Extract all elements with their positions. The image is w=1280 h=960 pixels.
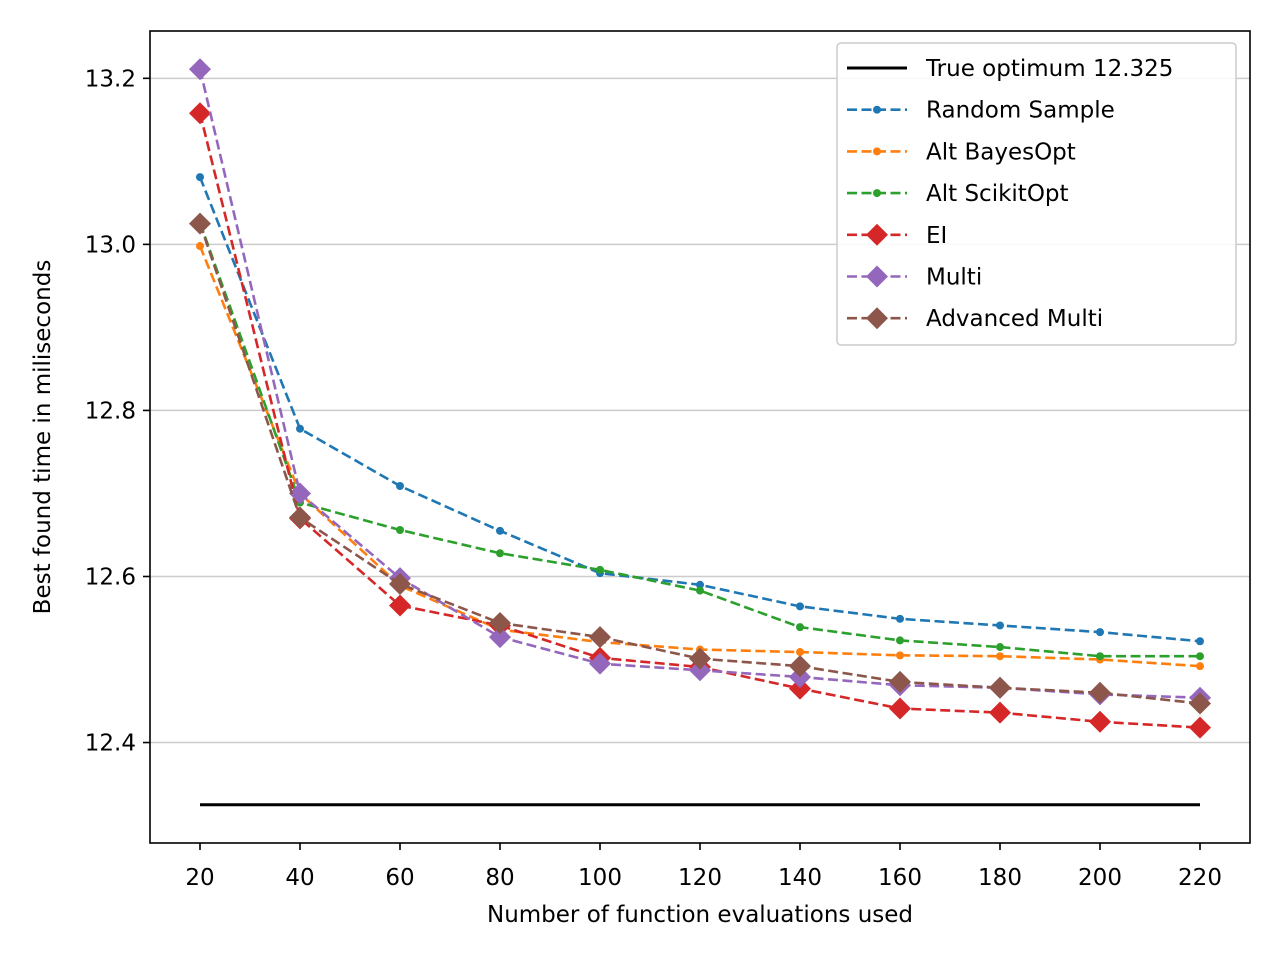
legend-item-advanced-multi: Advanced Multi: [847, 306, 1103, 332]
data-point: [996, 643, 1004, 652]
data-point: [1196, 662, 1204, 671]
data-point: [889, 697, 911, 720]
legend-label: True optimum 12.325: [925, 56, 1173, 82]
y-tick-label: 13.2: [85, 66, 136, 92]
data-point: [789, 677, 811, 700]
legend-swatch-marker: [866, 265, 888, 288]
data-point: [289, 506, 311, 529]
data-point: [1089, 681, 1111, 704]
x-tick-label: 140: [778, 865, 822, 891]
y-axis-label: Best found time in miliseconds: [30, 260, 56, 615]
data-point: [1189, 692, 1211, 715]
data-point: [296, 424, 304, 433]
legend-swatch-marker: [873, 147, 881, 156]
data-point: [796, 623, 804, 632]
data-point: [396, 481, 404, 490]
data-point: [596, 565, 604, 574]
series-line: [198, 222, 1200, 658]
data-point: [989, 676, 1011, 699]
data-point: [1189, 716, 1211, 739]
data-point: [1096, 628, 1104, 637]
x-tick-label: 80: [485, 865, 514, 891]
data-point: [489, 611, 511, 634]
data-point: [896, 614, 904, 623]
data-point: [196, 173, 204, 182]
data-point: [896, 651, 904, 660]
legend-item-ei: EI: [847, 223, 947, 249]
data-point: [689, 647, 711, 670]
data-point: [796, 648, 804, 657]
data-point: [889, 670, 911, 693]
y-tick-label: 13.0: [85, 232, 136, 258]
data-point: [389, 572, 411, 595]
legend-swatch-marker: [866, 307, 888, 330]
data-point: [189, 102, 211, 125]
data-point: [389, 594, 411, 617]
data-point: [1089, 710, 1111, 733]
data-point: [196, 242, 204, 251]
x-tick-label: 40: [285, 865, 314, 891]
legend-swatch-marker: [873, 189, 881, 198]
data-point: [796, 602, 804, 611]
legend-item-multi: Multi: [847, 265, 982, 291]
data-point: [696, 586, 704, 595]
data-point: [589, 626, 611, 649]
legend-label: Alt ScikitOpt: [926, 181, 1069, 207]
data-point: [996, 652, 1004, 661]
legend: True optimum 12.325 Random Sample Alt Baye…: [836, 42, 1237, 346]
x-tick-label: 160: [878, 865, 922, 891]
x-tick-label: 180: [978, 865, 1022, 891]
legend-item-random-sample: Random Sample: [847, 98, 1115, 124]
data-point: [1196, 637, 1204, 646]
data-point: [689, 659, 711, 682]
data-point: [989, 701, 1011, 724]
x-axis-label: Number of function evaluations used: [487, 902, 913, 928]
legend-label: Alt BayesOpt: [926, 139, 1076, 165]
data-point: [1196, 652, 1204, 661]
series-advanced-multi: [189, 212, 1211, 715]
legend-item-true-optimum-12-325: True optimum 12.325: [847, 56, 1173, 82]
y-tick-label: 12.6: [85, 564, 136, 590]
x-tick-label: 200: [1078, 865, 1122, 891]
legend-box: [836, 42, 1237, 346]
x-tick-label: 120: [678, 865, 722, 891]
x-tick-label: 20: [185, 865, 214, 891]
axes: 12.4 12.6 12.8 13.0 13.2 20 40 60 80 100 120 140 160…: [85, 66, 1222, 891]
data-point: [996, 621, 1004, 630]
series-layer: [189, 58, 1211, 807]
legend-swatch-marker: [866, 223, 888, 246]
x-tick-label: 100: [578, 865, 622, 891]
legend-label: Advanced Multi: [926, 306, 1103, 332]
data-point: [489, 626, 511, 649]
x-tick-label: 220: [1178, 865, 1222, 891]
data-point: [189, 58, 211, 81]
legend-label: Random Sample: [926, 98, 1115, 124]
data-point: [396, 525, 404, 534]
data-point: [496, 549, 504, 558]
y-tick-label: 12.4: [85, 731, 136, 757]
legend-item-alt-scikitopt: Alt ScikitOpt: [847, 181, 1069, 207]
data-point: [589, 652, 611, 675]
legend-swatch-marker: [873, 105, 881, 114]
series-random-sample: [196, 173, 1204, 646]
data-point: [896, 636, 904, 645]
x-tick-label: 60: [385, 865, 414, 891]
legend-item-alt-bayesopt: Alt BayesOpt: [847, 139, 1076, 165]
data-point: [789, 655, 811, 678]
data-point: [496, 526, 504, 535]
data-point: [696, 580, 704, 589]
grid-lines: [150, 77, 1250, 744]
data-point: [189, 212, 211, 235]
data-point: [1096, 652, 1104, 661]
legend-label: EI: [926, 223, 947, 249]
legend-label: Multi: [926, 265, 982, 291]
y-tick-label: 12.8: [85, 398, 136, 424]
